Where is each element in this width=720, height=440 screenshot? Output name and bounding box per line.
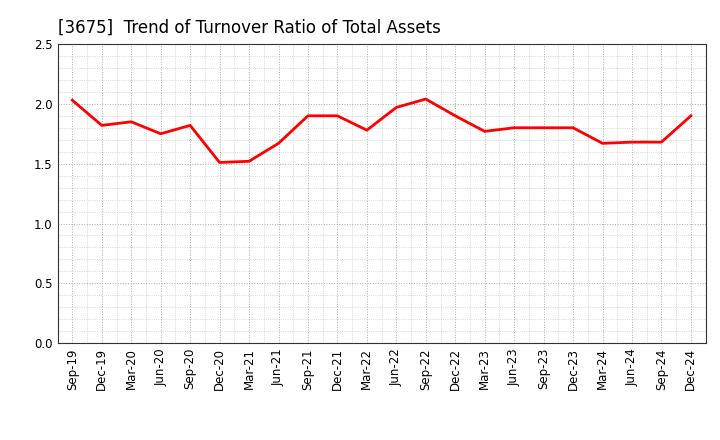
Text: [3675]  Trend of Turnover Ratio of Total Assets: [3675] Trend of Turnover Ratio of Total … [58,19,441,37]
